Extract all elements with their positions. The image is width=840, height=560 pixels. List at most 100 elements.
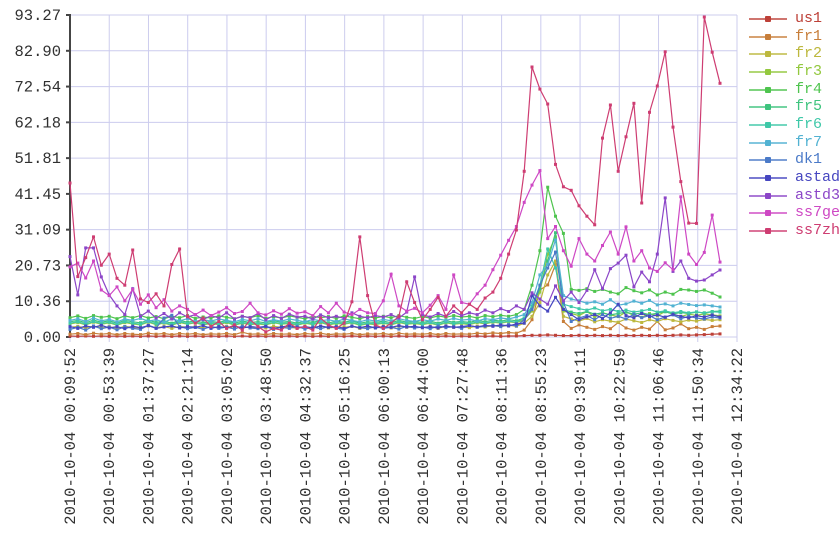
series-marker-fr6 xyxy=(366,321,370,325)
legend-label: us1 xyxy=(795,10,823,27)
series-marker-ss7zh xyxy=(201,316,205,320)
series-marker-fr7 xyxy=(76,317,80,321)
series-marker-fr1 xyxy=(272,332,276,335)
series-marker-fr6 xyxy=(601,309,604,313)
series-marker-fr1 xyxy=(702,327,706,331)
series-marker-astad xyxy=(279,325,283,329)
series-marker-ss7ge xyxy=(146,293,150,297)
series-marker-fr4 xyxy=(632,289,636,293)
series-marker-us1 xyxy=(507,334,511,338)
legend-line-icon xyxy=(748,227,788,235)
series-marker-dk1 xyxy=(240,324,244,328)
series-marker-ss7zh xyxy=(303,325,307,329)
series-marker-ss7zh xyxy=(131,248,135,252)
series-marker-fr1 xyxy=(601,325,604,329)
series-marker-astad xyxy=(452,325,456,329)
series-marker-ss7ge xyxy=(561,249,565,253)
series-marker-ss7ge xyxy=(389,272,393,276)
series-marker-astd3 xyxy=(326,316,330,320)
series-marker-us1 xyxy=(538,333,542,337)
series-marker-astad xyxy=(413,324,417,328)
series-marker-ss7ge xyxy=(648,266,651,270)
series-marker-fr6 xyxy=(663,309,667,313)
series-marker-fr7 xyxy=(452,316,456,320)
legend-item-dk1: dk1 xyxy=(748,152,840,170)
series-marker-fr4 xyxy=(710,291,714,295)
series-marker-astd3 xyxy=(389,313,393,317)
series-marker-fr7 xyxy=(601,302,604,306)
series-marker-astd3 xyxy=(178,311,182,315)
series-marker-us1 xyxy=(240,334,244,338)
legend-label: fr1 xyxy=(795,27,823,45)
series-marker-fr6 xyxy=(397,320,401,324)
series-marker-ss7ge xyxy=(530,183,534,187)
series-marker-ss7zh xyxy=(248,318,252,322)
series-marker-ss7ge xyxy=(170,309,174,313)
series-marker-us1 xyxy=(233,334,236,338)
series-marker-ss7zh xyxy=(444,314,448,318)
series-marker-fr7 xyxy=(467,317,471,321)
series-marker-fr7 xyxy=(334,320,338,323)
series-marker-us1 xyxy=(217,334,221,338)
legend-label: fr3 xyxy=(795,62,823,80)
series-marker-astd3 xyxy=(507,310,511,313)
series-marker-fr1 xyxy=(334,332,338,336)
series-marker-fr7 xyxy=(154,318,158,322)
series-marker-ss7ge xyxy=(554,225,557,228)
x-tick-label: 2010-10-04 00:53:39 xyxy=(101,348,119,525)
series-marker-astd3 xyxy=(287,312,291,316)
series-marker-ss7zh xyxy=(319,316,323,320)
series-marker-astad xyxy=(608,311,612,315)
series-marker-ss7ge xyxy=(585,252,589,256)
series-marker-us1 xyxy=(350,334,354,338)
series-marker-fr3 xyxy=(530,309,534,313)
series-marker-fr1 xyxy=(530,318,534,322)
series-marker-fr4 xyxy=(593,289,597,293)
legend-line-icon xyxy=(748,15,788,23)
series-marker-astd3 xyxy=(342,316,346,320)
series-marker-fr1 xyxy=(569,326,573,330)
series-marker-fr7 xyxy=(389,319,393,323)
series-marker-fr7 xyxy=(428,319,432,323)
series-marker-astd3 xyxy=(264,318,268,322)
series-marker-fr4 xyxy=(554,214,557,218)
series-marker-ss7zh xyxy=(373,323,377,327)
series-marker-fr6 xyxy=(209,321,213,325)
series-marker-astad xyxy=(499,323,503,327)
series-marker-fr1 xyxy=(319,331,323,335)
series-marker-ss7ge xyxy=(499,253,503,257)
series-marker-fr1 xyxy=(350,332,354,335)
series-marker-astad xyxy=(334,325,338,329)
series-marker-fr4 xyxy=(687,288,691,292)
series-marker-astad xyxy=(663,315,667,319)
series-marker-us1 xyxy=(389,334,393,338)
series-marker-fr7 xyxy=(444,318,448,322)
series-marker-ss7ge xyxy=(76,261,80,265)
legend-line-icon xyxy=(748,192,788,200)
series-marker-ss7ge xyxy=(366,311,370,315)
series-marker-us1 xyxy=(593,333,597,337)
series-marker-us1 xyxy=(577,333,581,337)
series-marker-fr4 xyxy=(436,314,440,318)
series-marker-fr7 xyxy=(522,313,526,317)
series-marker-dk1 xyxy=(702,317,706,321)
series-marker-astd3 xyxy=(499,307,503,311)
series-marker-fr2 xyxy=(538,301,542,304)
series-marker-astad xyxy=(389,325,393,329)
y-tick-label: 31.09 xyxy=(14,222,61,240)
series-marker-astd3 xyxy=(373,314,377,318)
series-marker-fr6 xyxy=(608,307,612,311)
series-marker-astd3 xyxy=(593,268,597,272)
series-line-ss7ge xyxy=(69,168,721,317)
series-marker-fr2 xyxy=(616,320,620,324)
series-marker-astd3 xyxy=(381,315,385,319)
series-marker-astd3 xyxy=(530,291,534,295)
series-marker-us1 xyxy=(397,334,401,338)
x-tick-label: 2010-10-04 08:11:36 xyxy=(494,348,512,525)
series-marker-astd3 xyxy=(460,314,464,318)
series-marker-fr1 xyxy=(428,332,432,335)
series-marker-astad xyxy=(92,325,95,329)
series-marker-us1 xyxy=(225,334,229,338)
series-marker-fr7 xyxy=(561,294,565,298)
series-marker-astd3 xyxy=(350,311,354,315)
